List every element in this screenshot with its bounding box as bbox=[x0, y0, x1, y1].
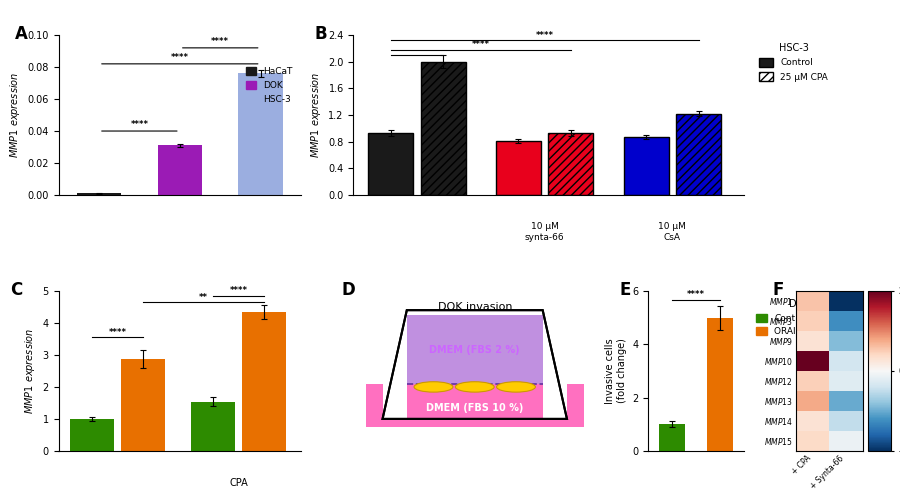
Bar bbox=[548, 133, 593, 195]
Bar bbox=[624, 137, 669, 195]
Text: CPA: CPA bbox=[230, 478, 248, 488]
Polygon shape bbox=[365, 384, 584, 427]
Bar bbox=[76, 193, 122, 195]
Bar bbox=[121, 359, 165, 451]
Legend: Control, ORAI1 + STIM1: Control, ORAI1 + STIM1 bbox=[752, 296, 846, 340]
Text: C: C bbox=[10, 282, 22, 300]
Text: 10 μM
synta-66: 10 μM synta-66 bbox=[525, 222, 564, 242]
Ellipse shape bbox=[497, 382, 536, 392]
Text: 10 μM
CsA: 10 μM CsA bbox=[658, 222, 686, 242]
Bar bbox=[421, 62, 466, 195]
Bar bbox=[158, 145, 202, 195]
Text: DMEM (FBS 2 %): DMEM (FBS 2 %) bbox=[429, 345, 520, 355]
Y-axis label: $MMP1$ expression: $MMP1$ expression bbox=[23, 328, 37, 414]
Text: ****: **** bbox=[472, 40, 490, 49]
Text: **: ** bbox=[199, 293, 208, 302]
Ellipse shape bbox=[414, 382, 453, 392]
Text: B: B bbox=[314, 26, 327, 44]
Text: F: F bbox=[772, 282, 784, 300]
Text: ****: **** bbox=[108, 328, 126, 337]
Legend: HaCaT, DOK, HSC-3: HaCaT, DOK, HSC-3 bbox=[242, 64, 297, 107]
Text: A: A bbox=[14, 26, 28, 44]
Polygon shape bbox=[543, 310, 567, 419]
Text: ****: **** bbox=[171, 53, 189, 62]
Bar bbox=[242, 312, 286, 451]
Text: E: E bbox=[620, 282, 631, 300]
Bar bbox=[659, 424, 685, 451]
Bar bbox=[368, 133, 413, 195]
Bar bbox=[676, 114, 721, 195]
Y-axis label: $MMP1$ expression: $MMP1$ expression bbox=[309, 72, 323, 158]
Bar bbox=[69, 419, 113, 451]
Text: DOK invasion: DOK invasion bbox=[437, 302, 512, 312]
Bar bbox=[238, 74, 283, 195]
Y-axis label: $MMP1$ expression: $MMP1$ expression bbox=[8, 72, 22, 158]
Text: ****: **** bbox=[687, 290, 705, 299]
Bar bbox=[706, 318, 733, 451]
Text: ****: **** bbox=[536, 31, 554, 40]
Bar bbox=[191, 402, 235, 451]
Polygon shape bbox=[407, 315, 543, 384]
Legend: Control, 25 μM CPA: Control, 25 μM CPA bbox=[756, 40, 832, 85]
Bar bbox=[496, 141, 541, 195]
Text: ****: **** bbox=[212, 37, 230, 46]
Text: D: D bbox=[341, 282, 356, 300]
Text: ****: **** bbox=[130, 120, 148, 129]
Y-axis label: Invasive cells
(fold change): Invasive cells (fold change) bbox=[606, 338, 627, 404]
Ellipse shape bbox=[455, 382, 494, 392]
Text: ****: **** bbox=[230, 286, 248, 295]
Text: DMEM (FBS 10 %): DMEM (FBS 10 %) bbox=[426, 403, 524, 413]
Polygon shape bbox=[365, 304, 584, 427]
Polygon shape bbox=[382, 310, 407, 419]
